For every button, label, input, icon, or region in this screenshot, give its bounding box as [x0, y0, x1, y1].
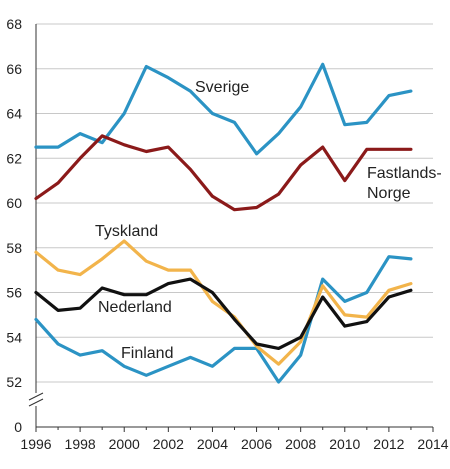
x-tick-label: 1998 [65, 436, 96, 452]
y-tick-label: 62 [6, 150, 22, 166]
y-tick-label: 60 [6, 195, 22, 211]
x-tick-label: 2008 [285, 436, 316, 452]
y-tick-label: 68 [6, 16, 22, 32]
series-layer [34, 62, 413, 384]
x-tick-label: 2004 [197, 436, 228, 452]
y-tick-label: 64 [6, 106, 22, 122]
x-tick-label: 2000 [109, 436, 140, 452]
y-tick-label: 52 [6, 374, 22, 390]
x-tick-label: 2010 [329, 436, 360, 452]
grid-layer [36, 23, 433, 383]
y-tick-label: 54 [6, 329, 22, 345]
series-label-finland: Finland [121, 345, 173, 362]
series-line-sverige [34, 62, 413, 156]
x-tick-label: 2012 [373, 436, 404, 452]
label-layer: Sverige Fastlands- Norge Tyskland Nederl… [95, 79, 442, 362]
series-label-tyskland: Tyskland [95, 223, 158, 240]
series-line-nederland [34, 277, 413, 350]
x-tick-label: 1996 [20, 436, 51, 452]
x-tick-label: 2002 [153, 436, 184, 452]
series-label-sverige: Sverige [195, 79, 249, 96]
x-tick-label: 2006 [241, 436, 272, 452]
series-label-nederland: Nederland [98, 299, 172, 316]
x-tick-label: 2014 [417, 436, 448, 452]
series-line-finland [34, 255, 413, 384]
y-tick-label: 58 [6, 240, 22, 256]
series-line-fastlands-norge [34, 134, 413, 212]
tick-layer: 52 54 56 58 60 62 64 66 68 1996 1998 2000 2002 2004 20… [6, 16, 448, 452]
series-label-fastlands-norge-line1: Fastlands- [367, 165, 442, 182]
y-tick-label-zero: 0 [14, 419, 22, 435]
series-line-tyskland [34, 239, 413, 366]
y-tick-label: 66 [6, 61, 22, 77]
y-tick-label: 56 [6, 285, 22, 301]
series-label-fastlands-norge-line2: Norge [367, 185, 411, 202]
axis-break-marker [28, 392, 44, 407]
